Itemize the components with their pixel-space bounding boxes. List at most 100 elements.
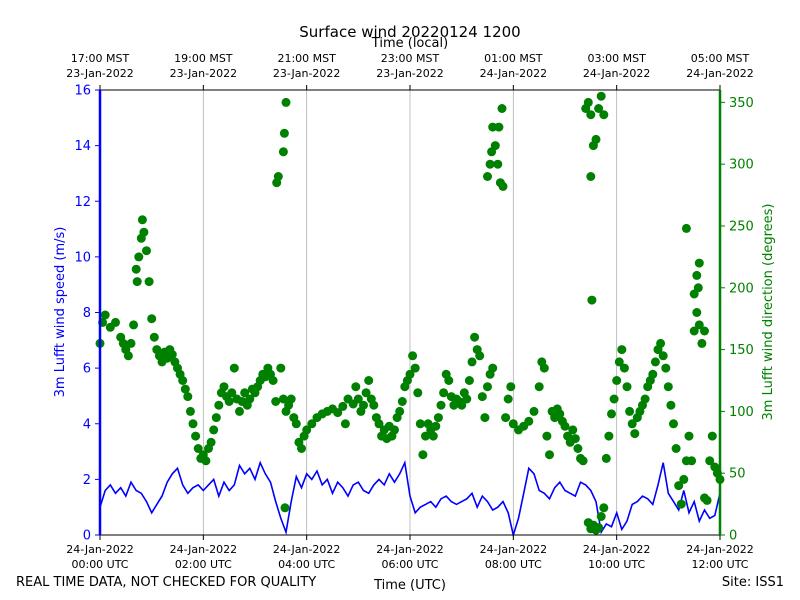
wind-direction-point [617, 345, 627, 355]
wind-direction-point [591, 134, 601, 144]
top-tick-date: 23-Jan-2022 [376, 67, 444, 80]
wind-direction-point [353, 394, 363, 404]
left-tick-label: 8 [83, 306, 91, 321]
wind-direction-point [180, 384, 190, 394]
wind-direction-point [464, 376, 474, 385]
wind-direction-point [433, 413, 443, 423]
wind-direction-point [185, 406, 195, 416]
top-tick-time: 17:00 MST [71, 52, 130, 65]
wind-direction-point [697, 338, 707, 348]
left-tick-label: 10 [74, 250, 91, 265]
right-tick-label: 0 [729, 529, 737, 544]
wind-direction-point [201, 456, 211, 466]
wind-direction-point [338, 401, 348, 411]
wind-direction-point [663, 382, 673, 392]
bottom-tick-time: 10:00 UTC [588, 558, 645, 571]
right-tick-label: 200 [729, 281, 754, 296]
top-tick-date: 24-Jan-2022 [583, 67, 651, 80]
top-tick-time: 03:00 MST [587, 52, 646, 65]
wind-direction-point [279, 128, 289, 138]
left-tick-label: 16 [74, 84, 91, 99]
wind-direction-point [111, 317, 120, 327]
wind-direction-point [625, 406, 635, 416]
wind-direction-point [630, 429, 640, 439]
wind-direction-point [149, 332, 159, 342]
wind-direction-point [397, 397, 407, 406]
right-tick-label: 100 [729, 405, 754, 420]
wind-direction-point [147, 314, 157, 324]
wind-direction-point [674, 481, 684, 491]
wind-direction-point [214, 400, 224, 410]
wind-direction-point [273, 172, 283, 181]
wind-direction-point [209, 425, 219, 435]
wind-direction-point [702, 495, 712, 505]
wind-direction-point [506, 382, 516, 392]
wind-direction-point [676, 499, 686, 509]
chart-title: Surface wind 20220124 1200 [299, 23, 520, 41]
wind-direction-point [488, 122, 498, 132]
bottom-tick-time: 08:00 UTC [485, 558, 542, 571]
right-tick-label: 300 [729, 158, 754, 173]
wind-direction-point [594, 104, 604, 113]
bottom-tick-date: 24-Jan-2022 [376, 543, 444, 556]
wind-direction-point [235, 406, 244, 416]
wind-direction-point [570, 434, 580, 444]
right-tick-label: 50 [729, 467, 746, 482]
wind-direction-point [271, 397, 281, 406]
wind-direction-point [291, 419, 301, 429]
wind-direction-point [671, 444, 681, 453]
wind-direction-point [669, 419, 678, 429]
wind-direction-point [278, 394, 288, 404]
top-tick-time: 19:00 MST [174, 52, 233, 65]
bottom-axis-label: Time (UTC) [373, 578, 446, 593]
wind-direction-point [494, 122, 504, 132]
wind-direction-point [286, 394, 296, 404]
top-tick-date: 24-Jan-2022 [686, 67, 754, 80]
wind-direction-point [707, 431, 717, 441]
wind-direction-point [281, 97, 291, 107]
top-axis-label: Time (local) [371, 36, 448, 51]
wind-direction-point [193, 444, 203, 453]
wind-direction-point [529, 406, 539, 416]
wind-direction-point [191, 431, 201, 441]
wind-direction-point [694, 320, 704, 330]
wind-direction-point [139, 227, 149, 237]
wind-direction-point [183, 392, 193, 402]
wind-direction-point [131, 264, 141, 274]
wind-direction-point [560, 421, 570, 431]
bottom-tick-date: 24-Jan-2022 [480, 543, 548, 556]
bottom-tick-time: 02:00 UTC [175, 558, 232, 571]
wind-direction-point [483, 172, 492, 181]
wind-direction-point [428, 431, 438, 441]
wind-direction-point [462, 394, 472, 404]
wind-direction-point [134, 252, 144, 262]
wind-direction-point [457, 400, 467, 410]
wind-direction-point [524, 416, 534, 426]
wind-direction-point [692, 308, 702, 317]
wind-direction-point [374, 419, 384, 429]
wind-direction-point [297, 444, 306, 453]
top-tick-date: 23-Jan-2022 [66, 67, 134, 80]
wind-direction-point [650, 357, 660, 367]
wind-direction-point [601, 453, 611, 463]
top-tick-date: 23-Jan-2022 [170, 67, 238, 80]
wind-direction-point [648, 369, 658, 379]
wind-direction-point [351, 382, 361, 392]
wind-direction-point [700, 326, 709, 336]
wind-direction-point [599, 503, 609, 513]
wind-direction-point [503, 394, 513, 404]
left-tick-label: 6 [83, 362, 91, 377]
wind-direction-point [594, 523, 604, 533]
wind-direction-point [542, 431, 552, 441]
top-tick-time: 23:00 MST [381, 52, 440, 65]
wind-direction-point [596, 91, 606, 101]
wind-direction-point [229, 363, 239, 373]
wind-direction-point [340, 419, 350, 429]
right-axis-label: 3m Lufft wind direction (degrees) [761, 204, 776, 421]
wind-direction-point [573, 444, 583, 453]
left-tick-label: 2 [83, 473, 91, 488]
bottom-tick-date: 24-Jan-2022 [66, 543, 134, 556]
top-tick-time: 05:00 MST [691, 52, 750, 65]
